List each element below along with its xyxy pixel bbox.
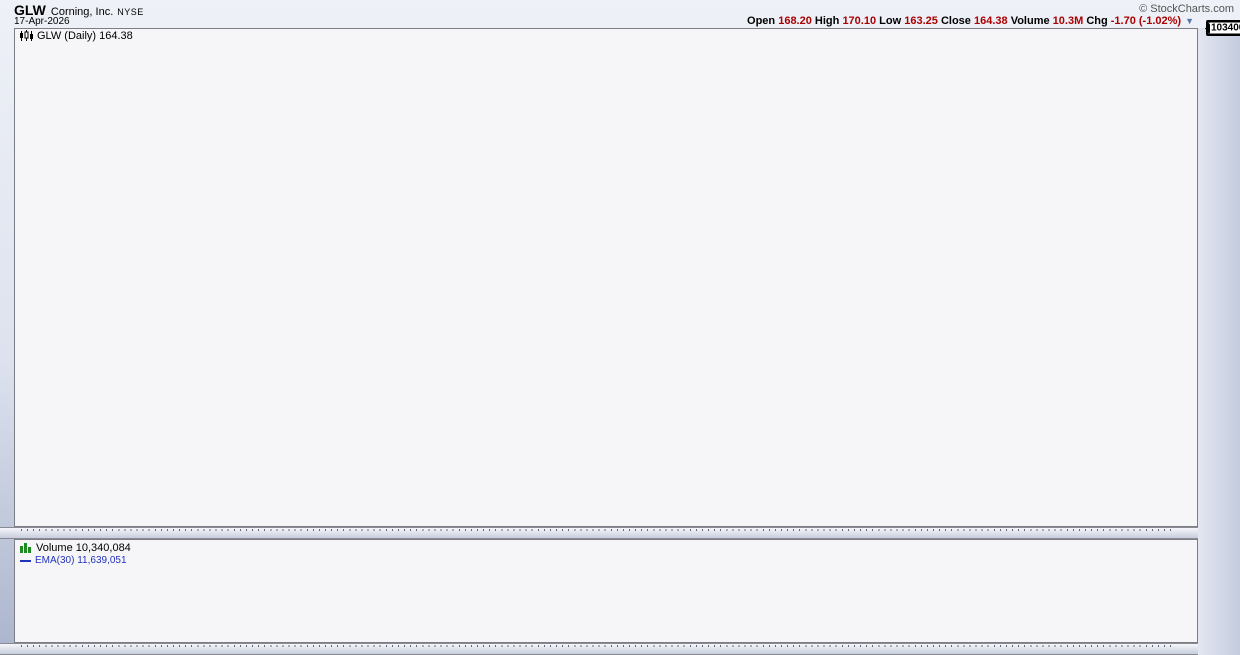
volume-legend: Volume 10,340,084 EMA(30) 11,639,051	[20, 541, 131, 567]
volume-legend-text: Volume 10,340,084	[36, 541, 131, 554]
copyright-notice: © StockCharts.com	[1139, 3, 1234, 15]
price-chart-canvas	[15, 29, 1197, 526]
ticker-symbol: GLW	[14, 2, 46, 18]
last-volume-tag: 10340084	[1205, 21, 1240, 35]
open-label: Open	[747, 15, 776, 27]
price-chart-panel	[14, 28, 1198, 527]
close-label: Close	[940, 15, 971, 27]
right-axis-column: 164.38 10340084	[1198, 20, 1240, 655]
volume-chart-canvas	[15, 540, 1197, 642]
price-legend-text: GLW (Daily) 164.38	[37, 30, 133, 42]
exchange-name: NYSE	[117, 7, 144, 17]
candlestick-icon	[20, 30, 33, 41]
low-value: 163.25	[904, 15, 938, 27]
low-label: Low	[879, 15, 902, 27]
chart-date: 17-Apr-2026	[14, 16, 70, 27]
open-value: 168.20	[778, 15, 812, 27]
quote-dropdown-icon[interactable]: ▼	[1185, 16, 1194, 26]
day-tick-dots	[21, 645, 1171, 647]
date-axis-top	[0, 527, 1198, 539]
quote-summary: Open 168.20 High 170.10 Low 163.25 Close…	[747, 15, 1194, 27]
ema-line-icon	[20, 559, 31, 562]
high-label: High	[814, 15, 840, 27]
date-axis-bottom	[0, 643, 1198, 655]
ema-legend-text: EMA(30) 11,639,051	[35, 555, 127, 566]
volume-label: Volume	[1010, 15, 1050, 27]
volume-bars-icon	[20, 543, 31, 553]
chg-value: -1.70 (-1.02%)	[1110, 15, 1182, 27]
volume-chart-panel	[14, 539, 1198, 643]
company-name: Corning, Inc.	[50, 6, 114, 18]
price-legend: GLW (Daily) 164.38	[20, 30, 133, 42]
volume-value: 10.3M	[1052, 15, 1084, 27]
day-tick-dots	[21, 529, 1171, 531]
close-value: 164.38	[973, 15, 1008, 27]
chg-label: Chg	[1086, 15, 1108, 27]
header: GLW Corning, Inc. NYSE	[14, 2, 144, 18]
high-value: 170.10	[842, 15, 877, 27]
